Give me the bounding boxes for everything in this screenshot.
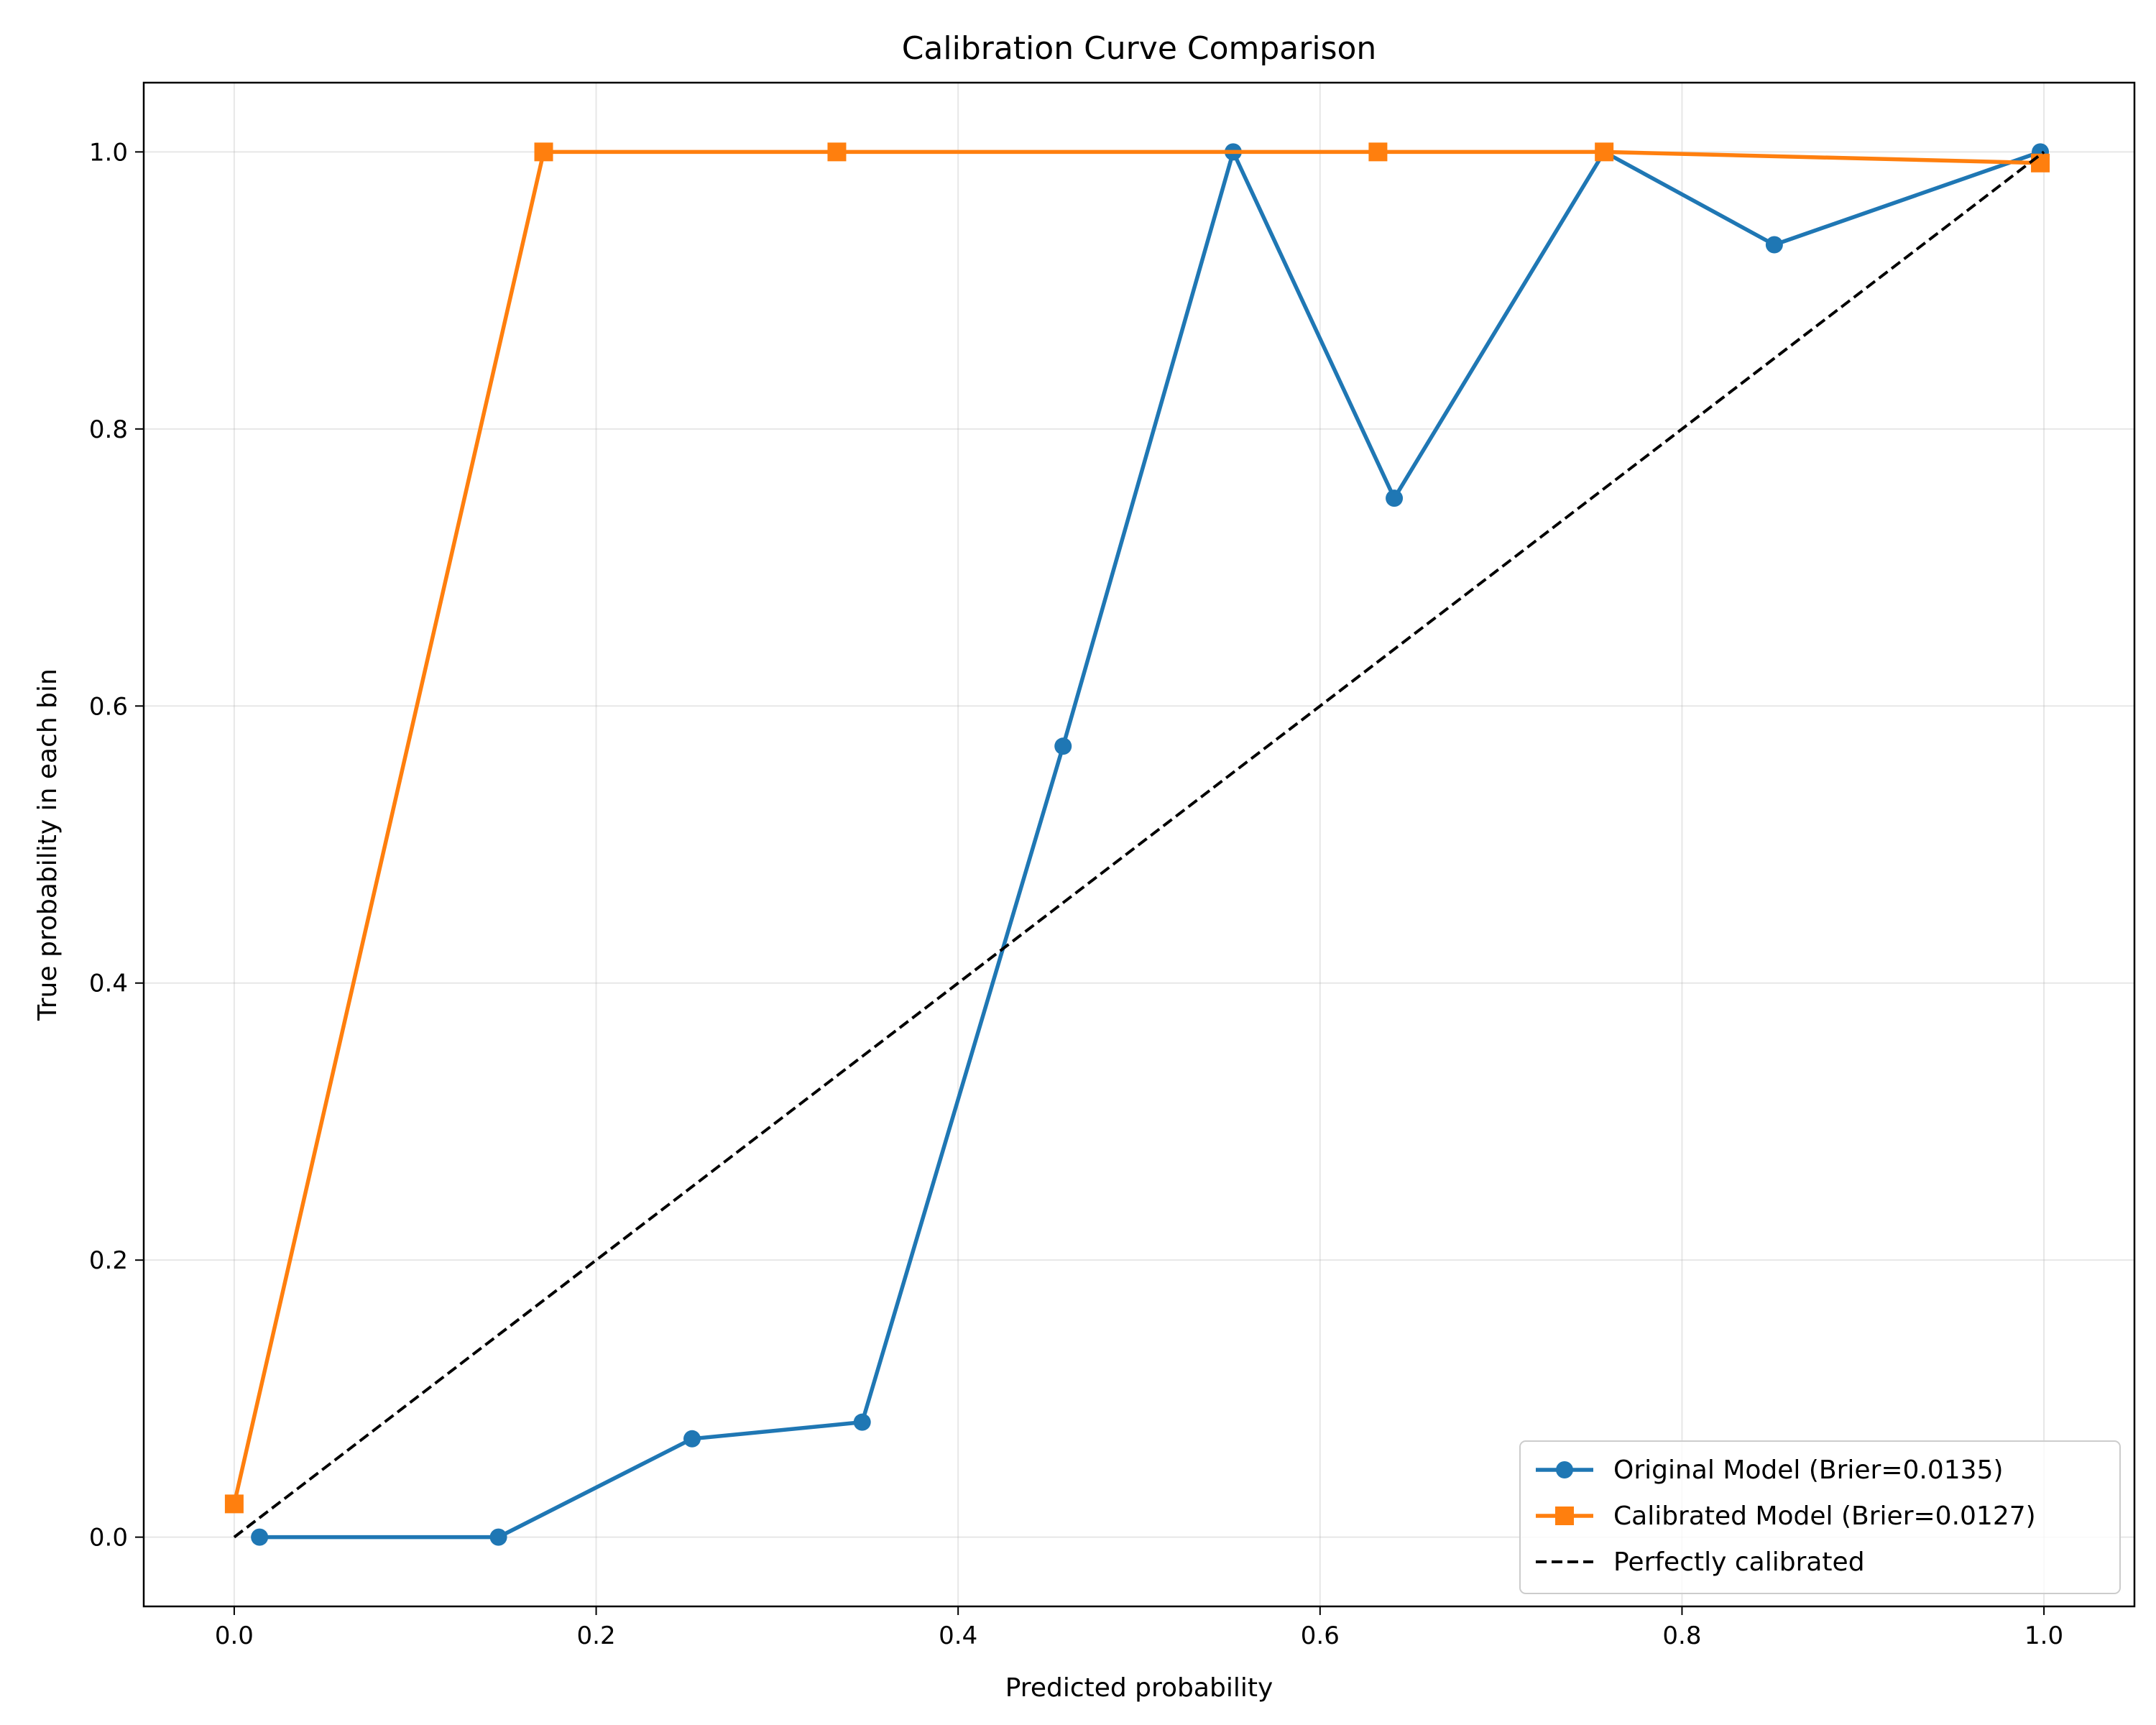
legend-entry-label: Original Model (Brier=0.0135) <box>1613 1455 2004 1485</box>
series-line <box>259 150 2041 1540</box>
series-line <box>233 150 2045 1539</box>
grid <box>144 83 2134 1606</box>
legend-swatch-marker <box>1555 1506 1574 1525</box>
data-point <box>2031 153 2050 172</box>
y-tick-label: 0.4 <box>89 970 128 998</box>
data-point <box>827 142 847 162</box>
y-tick-label: 0.8 <box>89 415 128 444</box>
data-point <box>251 1528 269 1546</box>
chart-title: Calibration Curve Comparison <box>902 30 1377 67</box>
series-1 <box>224 142 2050 1514</box>
x-tick-label: 1.0 <box>2024 1622 2063 1650</box>
data-point <box>1054 737 1072 755</box>
x-tick-label: 0.0 <box>215 1622 254 1650</box>
data-point <box>489 1528 507 1546</box>
x-tick-label: 0.2 <box>577 1622 616 1650</box>
legend-entry-label: Calibrated Model (Brier=0.0127) <box>1613 1501 2036 1531</box>
x-tick-label: 0.4 <box>939 1622 977 1650</box>
y-tick-label: 1.0 <box>89 138 128 167</box>
plot-frame <box>142 81 2136 1608</box>
data-point <box>224 1494 244 1514</box>
series-layer <box>224 142 2050 1546</box>
y-axis-label: True probability in each bin <box>33 668 63 1021</box>
legend-box <box>1519 1440 2121 1594</box>
data-point <box>1368 142 1388 162</box>
series-line <box>232 150 2041 1504</box>
data-point <box>853 1413 871 1431</box>
axis-ticks: 0.0 0.2 0.4 0.6 0.8 1.0 0.0 0.2 0.4 0.6 0.8 1.0 <box>89 138 2063 1650</box>
legend: Original Model (Brier=0.0135) Calibrated … <box>1519 1440 2121 1594</box>
legend-swatch-marker <box>1556 1461 1573 1478</box>
y-tick-label: 0.2 <box>89 1246 128 1275</box>
data-point <box>534 142 553 162</box>
y-tick-label: 0.0 <box>89 1524 128 1552</box>
data-point <box>683 1430 701 1448</box>
y-tick-label: 0.6 <box>89 692 128 721</box>
x-axis-label: Predicted probability <box>1005 1673 1273 1703</box>
x-tick-label: 0.6 <box>1301 1622 1340 1650</box>
x-tick-label: 0.8 <box>1662 1622 1701 1650</box>
data-point <box>1595 142 1614 162</box>
series-2 <box>233 150 2045 1539</box>
data-point <box>1765 236 1783 254</box>
legend-entry-label: Perfectly calibrated <box>1613 1547 1865 1577</box>
data-point <box>1386 489 1404 507</box>
